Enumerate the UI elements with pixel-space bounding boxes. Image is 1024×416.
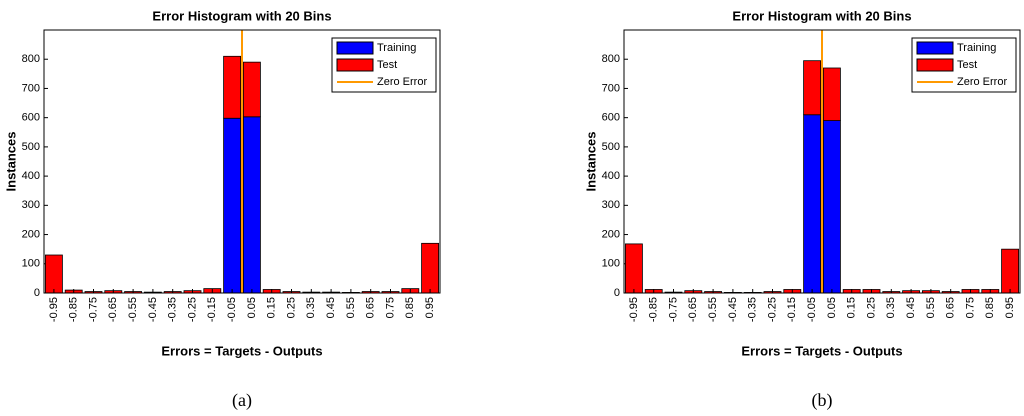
legend-label: Training	[377, 42, 416, 54]
x-tick-label: -0.55	[707, 297, 719, 322]
x-tick-label: -0.05	[226, 297, 238, 322]
x-tick-label: 0.25	[865, 297, 877, 318]
x-tick-label: -0.95	[628, 297, 640, 322]
bar-segment	[803, 60, 822, 116]
x-tick-label: -0.75	[667, 297, 679, 322]
chart: Error Histogram with 20 Bins Errors = Tar…	[583, 8, 1021, 411]
legend-label: Test	[377, 59, 397, 71]
bar-segment	[803, 114, 822, 294]
x-tick-label: 0.65	[945, 297, 957, 318]
bar-segment	[822, 67, 841, 121]
x-tick-label: 0.05	[826, 297, 838, 318]
x-tick-label: 0.25	[285, 297, 297, 318]
x-tick-label: 0.95	[1004, 297, 1016, 318]
x-tick-label: 0.55	[925, 297, 937, 318]
x-tick-label: -0.35	[167, 297, 179, 322]
bar-segment	[223, 117, 242, 294]
x-tick-label: -0.25	[766, 297, 778, 322]
x-tick-label: 0.85	[404, 297, 416, 318]
chart-title: Error Histogram with 20 Bins	[732, 8, 911, 23]
x-tick-label: -0.85	[68, 297, 80, 322]
legend-label: Zero Error	[957, 76, 1007, 88]
chart: Error Histogram with 20 Bins Errors = Tar…	[3, 8, 441, 411]
x-tick-label: 0.05	[246, 297, 258, 318]
caption: (a)	[232, 390, 252, 411]
bar-segment	[822, 120, 841, 294]
x-tick-label: 0.75	[384, 297, 396, 318]
bar-segment	[1001, 248, 1020, 294]
x-tick-label: 0.55	[345, 297, 357, 318]
legend-swatch	[336, 58, 374, 72]
caption: (b)	[812, 390, 833, 411]
y-tick-label: 500	[602, 141, 620, 153]
x-axis-label: Errors = Targets - Outputs	[161, 343, 322, 358]
x-tick-label: -0.65	[107, 297, 119, 322]
y-tick-label: 400	[602, 170, 620, 182]
legend-label: Test	[957, 59, 977, 71]
plot-frame	[43, 29, 441, 294]
x-tick-label: 0.45	[905, 297, 917, 318]
x-axis-label: Errors = Targets - Outputs	[741, 343, 902, 358]
chart-title: Error Histogram with 20 Bins	[152, 8, 331, 23]
x-tick-label: 0.75	[964, 297, 976, 318]
legend-swatch	[336, 41, 374, 55]
x-tick-label: 0.15	[266, 297, 278, 318]
x-tick-label: -0.55	[127, 297, 139, 322]
y-tick-label: 400	[22, 170, 40, 182]
x-tick-label: -0.75	[87, 297, 99, 322]
y-tick-label: 800	[22, 53, 40, 65]
y-tick-label: 300	[602, 199, 620, 211]
x-tick-label: -0.05	[806, 297, 818, 322]
bar-segment	[44, 254, 63, 294]
y-tick-label: 700	[602, 82, 620, 94]
x-tick-label: -0.45	[147, 297, 159, 322]
x-tick-label: 0.95	[424, 297, 436, 318]
y-tick-label: 800	[602, 53, 620, 65]
x-tick-label: 0.65	[365, 297, 377, 318]
y-tick-label: 300	[22, 199, 40, 211]
y-axis-label: Instances	[3, 132, 18, 192]
x-tick-label: -0.85	[648, 297, 660, 322]
x-tick-label: 0.15	[846, 297, 858, 318]
legend-label: Training	[957, 42, 996, 54]
y-tick-label: 700	[22, 82, 40, 94]
y-tick-label: 600	[602, 112, 620, 124]
bar-segment	[223, 55, 242, 119]
bar-segment	[421, 242, 440, 294]
y-tick-label: 200	[22, 228, 40, 240]
x-tick-label: 0.45	[325, 297, 337, 318]
y-axis-label: Instances	[583, 132, 598, 192]
x-tick-label: -0.25	[186, 297, 198, 322]
x-tick-label: -0.95	[48, 297, 60, 322]
x-tick-label: 0.85	[984, 297, 996, 318]
x-tick-label: -0.45	[727, 297, 739, 322]
legend-label: Zero Error	[377, 76, 427, 88]
x-tick-label: 0.35	[305, 297, 317, 318]
bar-segment	[242, 61, 261, 118]
legend-swatch	[916, 58, 954, 72]
bar-segment	[242, 116, 261, 294]
y-tick-label: 100	[602, 258, 620, 270]
y-tick-label: 500	[22, 141, 40, 153]
bar-segment	[624, 243, 643, 294]
x-tick-label: -0.65	[687, 297, 699, 322]
plot-frame	[623, 29, 1021, 294]
x-tick-label: -0.15	[206, 297, 218, 322]
x-tick-label: 0.35	[885, 297, 897, 318]
x-tick-label: -0.35	[747, 297, 759, 322]
y-tick-label: 200	[602, 228, 620, 240]
legend-swatch	[916, 41, 954, 55]
y-tick-label: 100	[22, 258, 40, 270]
y-tick-label: 0	[34, 287, 40, 299]
y-tick-label: 0	[614, 287, 620, 299]
x-tick-label: -0.15	[786, 297, 798, 322]
y-tick-label: 600	[22, 112, 40, 124]
